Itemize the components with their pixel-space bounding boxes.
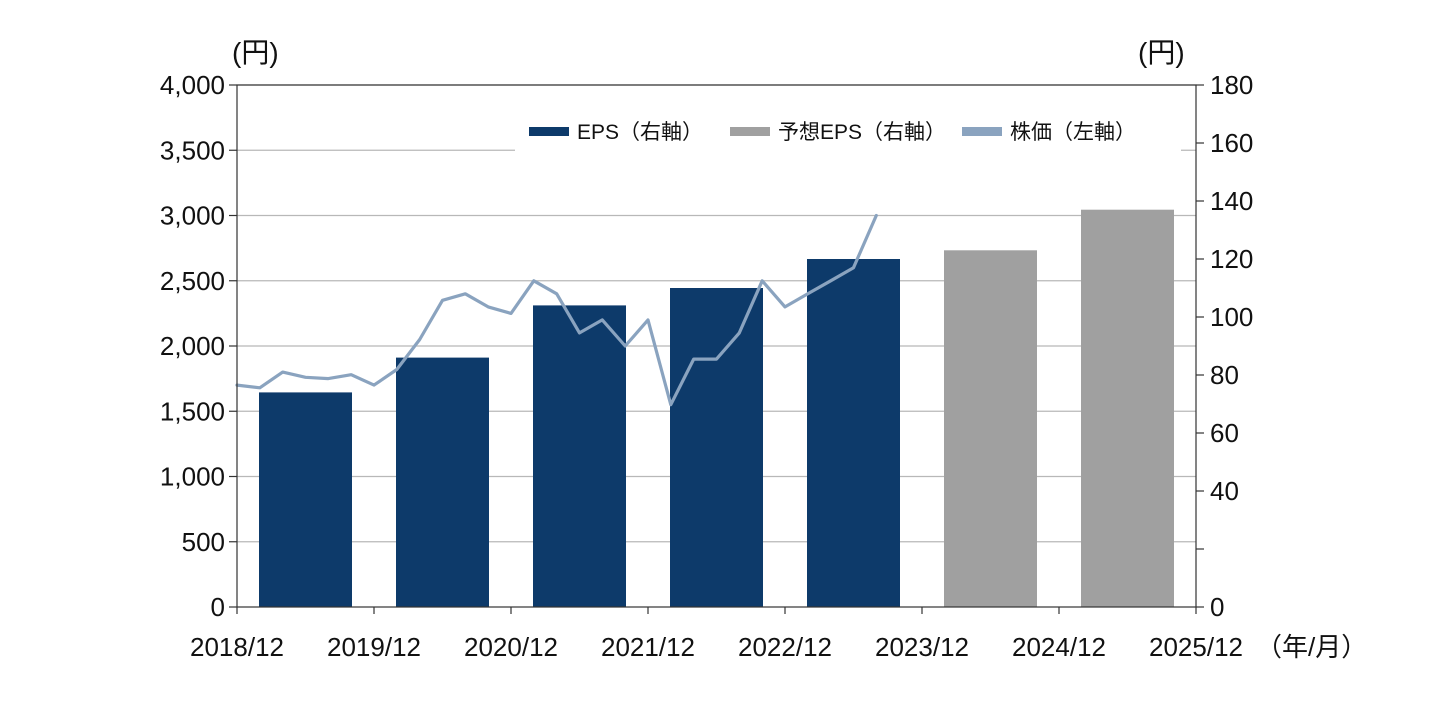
legend-swatch: [529, 127, 569, 136]
y-left-tick-label: 2,000: [160, 331, 225, 361]
x-tick-label: 2023/12: [875, 632, 969, 662]
legend-background: [515, 103, 1181, 160]
legend-label: 予想EPS（右軸）: [778, 121, 946, 144]
x-tick-label: 2022/12: [738, 632, 832, 662]
y-right-tick-label: 120: [1210, 244, 1253, 274]
bar-2022: [670, 288, 763, 607]
bar-2024: [944, 250, 1037, 608]
y-right-tick-label: 180: [1210, 70, 1253, 100]
x-tick-label: 2019/12: [327, 632, 421, 662]
y-right-tick-label: 160: [1210, 128, 1253, 158]
y-right-tick-label: 40: [1210, 476, 1239, 506]
y-right-unit-label: (円): [1138, 37, 1185, 68]
legend-label: EPS（右軸）: [577, 121, 703, 144]
x-tick-label: 2020/12: [464, 632, 558, 662]
bar-2020: [396, 357, 489, 607]
price-line-group: [235, 213, 878, 407]
price-line: [235, 213, 878, 407]
x-tick-label: 2018/12: [190, 632, 284, 662]
bar-2021: [533, 305, 626, 607]
y-right-tick-label: 80: [1210, 360, 1239, 390]
y-left-unit-label: (円): [232, 37, 279, 68]
bars-group: [259, 209, 1174, 608]
y-right-tick-label: 0: [1210, 592, 1224, 622]
bar-2019: [259, 392, 352, 607]
y-left-tick-label: 500: [182, 527, 225, 557]
y-left-tick-label: 2,500: [160, 266, 225, 296]
x-tick-label: 2025/12: [1149, 632, 1243, 662]
bar-2025: [1081, 209, 1174, 607]
legend: EPS（右軸） 予想EPS（右軸） 株価（左軸）: [515, 103, 1181, 160]
y-left-tick-label: 3,000: [160, 201, 225, 231]
y-left-tick-label: 0: [211, 592, 225, 622]
y-left-tick-label: 4,000: [160, 70, 225, 100]
x-tick-label: 2024/12: [1012, 632, 1106, 662]
x-tick-label: 2021/12: [601, 632, 695, 662]
legend-swatch: [730, 127, 770, 136]
y-right-tick-label: 140: [1210, 186, 1253, 216]
y-right-tick-label: 60: [1210, 418, 1239, 448]
x-unit-label: （年/月）: [1256, 632, 1367, 662]
legend-label: 株価（左軸）: [1010, 121, 1136, 144]
y-right-tick-label: 100: [1210, 302, 1253, 332]
axes-group: 0 500 1,000 1,500 2,000 2,500 3,000 3,500 4,000 0…: [160, 37, 1367, 662]
bar-2023: [807, 259, 900, 607]
y-left-tick-label: 1,000: [160, 462, 225, 492]
legend-swatch: [962, 127, 1002, 136]
y-left-tick-label: 3,500: [160, 135, 225, 165]
y-left-tick-label: 1,500: [160, 396, 225, 426]
